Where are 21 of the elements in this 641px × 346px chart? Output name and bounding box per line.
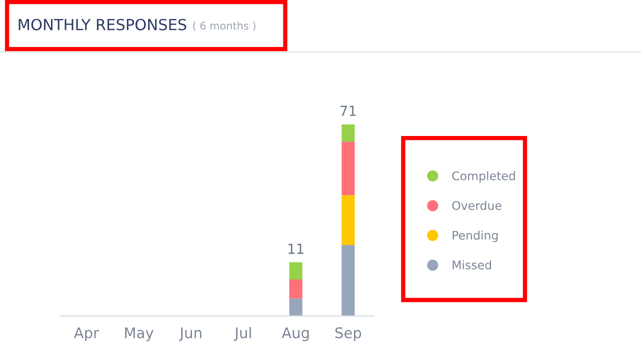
- x-tick-label: Sep: [335, 327, 362, 342]
- bar: [342, 195, 355, 246]
- bar: [342, 124, 355, 142]
- x-tick-label: May: [125, 327, 154, 342]
- x-tick-label: Apr: [74, 327, 100, 342]
- bar: [342, 245, 355, 316]
- annotation: 11: [288, 244, 304, 254]
- bar: [289, 298, 302, 316]
- x-tick-label: Jun: [178, 327, 202, 342]
- legend-label: Completed: [452, 171, 515, 183]
- chart-subtitle: ( 6 months ): [193, 22, 256, 31]
- chart-title: MONTHLY RESPONSES: [18, 18, 186, 30]
- x-tick-label: Aug: [282, 327, 309, 342]
- legend-label: Pending: [452, 230, 498, 242]
- legend-label: Missed: [452, 260, 492, 270]
- legend-label: Overdue: [452, 200, 502, 210]
- bar: [289, 262, 302, 280]
- bar: [289, 280, 302, 299]
- annotation: 71: [340, 106, 356, 116]
- bar: [342, 142, 355, 196]
- x-tick-label: Jul: [234, 327, 251, 342]
